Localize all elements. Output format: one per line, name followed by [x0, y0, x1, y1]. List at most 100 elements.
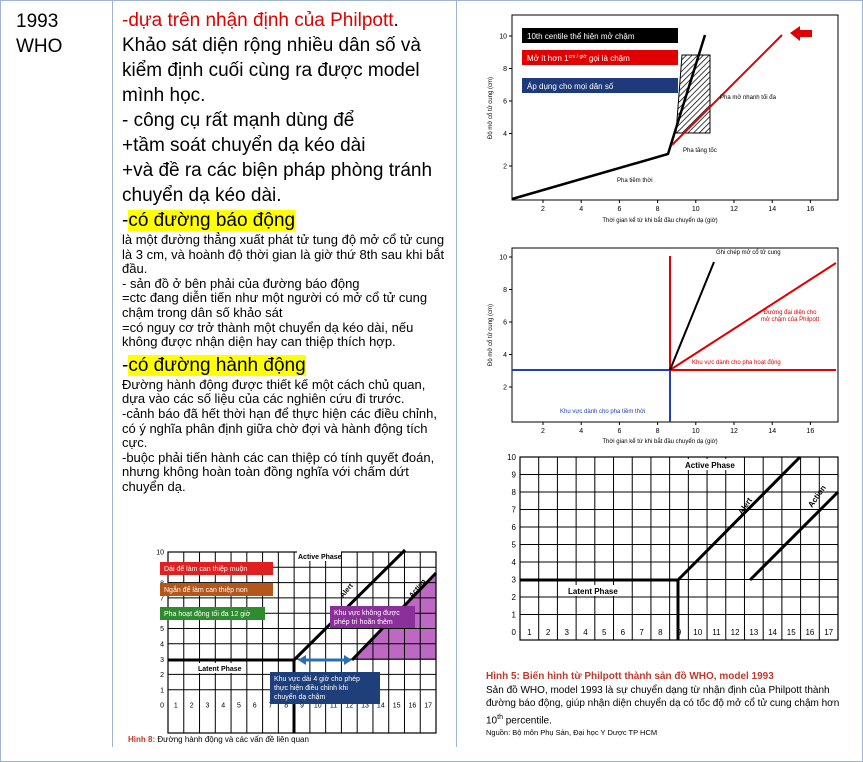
- x-tick-label: 1: [527, 628, 532, 637]
- y-tick-label: 8: [503, 287, 507, 294]
- legend-text: Áp dụng cho mọi dân số: [527, 82, 614, 91]
- box: [160, 562, 273, 575]
- y-tick-label: 0: [160, 703, 164, 710]
- note: là một đường thẳng xuất phát tử tung độ …: [122, 232, 445, 277]
- box-text: phép trì hoãn thêm: [334, 619, 393, 626]
- note: -buộc phải tiến hành các can thiệp có tí…: [122, 449, 435, 494]
- caption-body: Sản đồ WHO, model 1993 là sự chuyển dạng…: [486, 684, 854, 728]
- label: Pha tiềm thời: [617, 178, 653, 184]
- x-tick-label: 17: [424, 703, 432, 710]
- y-tick-label: 2: [503, 164, 507, 171]
- x-tick-label: 4: [579, 206, 583, 213]
- y-tick-label: 6: [503, 320, 507, 327]
- x-tick-label: 8: [658, 628, 663, 637]
- y-tick-label: 10: [499, 34, 507, 41]
- y-tick-label: 2: [512, 593, 517, 602]
- highlight: có đường báo động: [128, 210, 296, 231]
- x-tick-label: 12: [730, 206, 738, 213]
- label: Khu vực dành cho pha tiềm thời: [560, 409, 645, 415]
- x-tick-label: 2: [541, 428, 545, 435]
- note: -cảnh báo đã hết thời hạn để thực hiện c…: [122, 405, 437, 451]
- x-tick-label: 4: [221, 703, 225, 710]
- label: Đường đại diện cho: [764, 310, 818, 316]
- legend-box: [522, 28, 678, 43]
- black-line: [669, 261, 715, 371]
- text: Sản đồ WHO, model 1993 là sự chuyển dạng…: [486, 684, 840, 726]
- x-tick-label: 7: [639, 628, 644, 637]
- box-text: Khu vực dài 4 giờ cho phép: [274, 676, 360, 683]
- highlight: có đường hành động: [128, 354, 306, 376]
- text: Mở ít hơn 1: [527, 54, 569, 63]
- action-line: [748, 490, 840, 582]
- x-tick-label: 5: [237, 703, 241, 710]
- label: Latent Phase: [198, 666, 242, 673]
- paragraph: Khảo sát diện rộng nhiều dân số và kiểm …: [122, 35, 421, 106]
- text: percentile.: [502, 714, 552, 726]
- organization: WHO: [16, 36, 63, 57]
- label: Active Phase: [685, 461, 735, 470]
- box: [160, 607, 265, 620]
- legend-box: [522, 50, 678, 65]
- y-tick-label: 6: [503, 99, 507, 106]
- text: Đường hành động và các vấn đề liên quan: [155, 735, 309, 744]
- note: =có nguy cơ trở thành một chuyển dạ kéo …: [122, 319, 414, 350]
- x-tick-label: 3: [205, 703, 209, 710]
- source: dựa trên nhận định của Philpott: [128, 10, 394, 31]
- x-tick-label: 4: [579, 428, 583, 435]
- label-bg: [683, 459, 735, 470]
- superscript: th: [497, 713, 503, 721]
- caption-source: Nguồn: Bộ môn Phụ Sản, Đại học Y Dược TP…: [486, 728, 658, 738]
- year-cell: 1993 WHO: [16, 9, 62, 59]
- x-tick-label: 12: [730, 428, 738, 435]
- y-tick-label: 5: [512, 541, 517, 550]
- dash: -: [122, 354, 129, 376]
- caption-label: Hình 8:: [128, 735, 156, 744]
- action-figure: 1098765432101234567891011121314151617 Dà…: [156, 548, 438, 734]
- y-tick-label: 2: [503, 385, 507, 392]
- who-figure: 1098765432101234567891011121314151617 Ac…: [507, 453, 840, 641]
- frame: [511, 14, 839, 201]
- arrow: [790, 26, 812, 41]
- legend-text: Mở ít hơn 1cm / giờ gọi là chậm: [527, 54, 630, 63]
- x-tick-label: 14: [377, 703, 385, 710]
- x-tick-label: 15: [393, 703, 401, 710]
- x-tick-label: 8: [656, 428, 660, 435]
- text-cell: - dựa trên nhận định của Philpott. Khảo s…: [122, 8, 452, 495]
- alert-line: [676, 455, 802, 582]
- y-tick-label: 1: [512, 611, 517, 620]
- x-tick-label: 14: [768, 206, 776, 213]
- x-tick-label: 16: [805, 628, 814, 637]
- dash: -: [122, 210, 129, 231]
- x-tick-label: 3: [565, 628, 570, 637]
- y-tick-label: 5: [160, 626, 164, 633]
- frame: [511, 247, 839, 423]
- box: [160, 583, 273, 596]
- x-tick-label: 1: [174, 703, 178, 710]
- x-tick-label: 11: [712, 628, 721, 637]
- y-tick-label: 8: [512, 488, 517, 497]
- ticks: 2 4 6 8 10 12 14 16 2 4 6 8 10: [499, 34, 814, 214]
- y-tick-label: 8: [503, 66, 507, 73]
- period: .: [393, 10, 399, 31]
- x-tick-label: 6: [617, 428, 621, 435]
- x-tick-label: 8: [284, 703, 288, 710]
- x-tick-label: 10: [692, 206, 700, 213]
- curve: [511, 34, 707, 201]
- x-tick-label: 2: [541, 206, 545, 213]
- arrow-head: [344, 655, 352, 665]
- x-tick-label: 9: [300, 703, 304, 710]
- x-tick-label: 10: [692, 428, 700, 435]
- x-tick-label: 2: [190, 703, 194, 710]
- alert-line: [292, 548, 407, 662]
- caption-title: Hình 5: Biến hình từ Philpott thành sản …: [486, 671, 774, 682]
- x-tick-label: 13: [749, 628, 758, 637]
- box-text: thực hiện điều chỉnh khi: [274, 683, 348, 692]
- x-tick-label: 6: [617, 206, 621, 213]
- y-tick-label: 4: [503, 352, 507, 359]
- hatched-area: [675, 54, 711, 134]
- y-tick-label: 10: [499, 255, 507, 262]
- y-axis-label: Độ mở cổ tử cung (cm): [487, 77, 494, 139]
- note: - sản đồ ở bên phải của đường báo động: [122, 275, 360, 291]
- y-tick-label: 10: [156, 550, 164, 557]
